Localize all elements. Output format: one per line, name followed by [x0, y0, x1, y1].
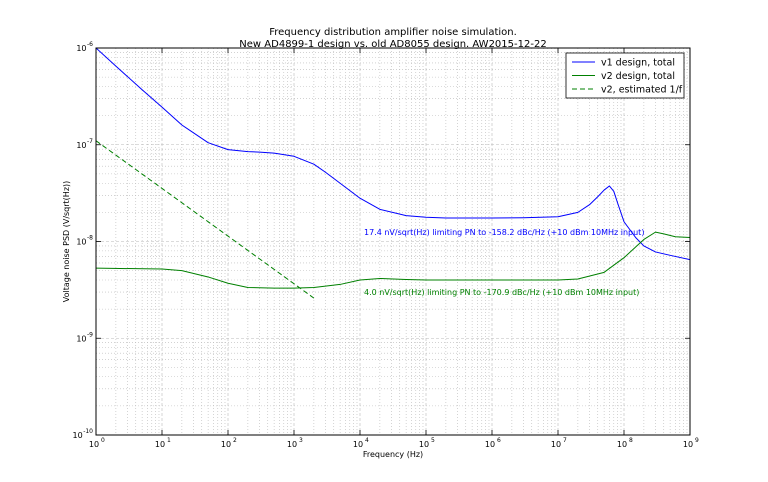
x-tick-label: 10 — [155, 440, 165, 449]
x-tick-label: 10 — [353, 440, 363, 449]
x-tick-exponent: 3 — [299, 437, 303, 444]
x-tick-label: 10 — [485, 440, 495, 449]
legend-label: v2 design, total — [601, 71, 675, 82]
x-tick-label: 10 — [683, 440, 693, 449]
series-layer — [96, 48, 690, 299]
chart-subtitle: New AD4899-1 design vs. old AD8055 desig… — [239, 39, 546, 50]
y-tick-exponent: -8 — [87, 235, 93, 242]
y-tick-label: 10 — [76, 141, 86, 150]
series-line — [96, 140, 315, 299]
y-tick-exponent: -7 — [87, 138, 93, 145]
y-tick-label: 10 — [76, 238, 86, 247]
y-tick-exponent: -6 — [87, 41, 93, 48]
annotation-text: 4.0 nV/sqrt(Hz) limiting PN to -170.9 dB… — [364, 288, 639, 297]
y-axis-label: Voltage noise PSD (V/sqrt(Hz)) — [62, 181, 71, 303]
x-axis-label: Frequency (Hz) — [363, 450, 423, 459]
legend-label: v1 design, total — [601, 58, 675, 69]
x-tick-exponent: 0 — [101, 437, 105, 444]
y-tick-label: 10 — [73, 431, 83, 440]
grid-lines — [95, 47, 691, 436]
axis-ticks: 10 0 10 1 10 2 10 3 10 4 10 5 10 6 10 7 10 8 10 9-1010-910-… — [73, 41, 700, 449]
x-tick-label: 10 — [221, 440, 231, 449]
y-tick-label: 10 — [76, 334, 86, 343]
x-tick-exponent: 6 — [497, 437, 501, 444]
y-tick-exponent: -10 — [83, 428, 93, 435]
x-tick-label: 10 — [419, 440, 429, 449]
series-line — [96, 48, 690, 261]
chart-title: Frequency distribution amplifier noise s… — [269, 27, 517, 38]
legend-label: v2, estimated 1/f — [601, 85, 683, 96]
x-tick-exponent: 5 — [431, 437, 435, 444]
x-tick-exponent: 2 — [233, 437, 237, 444]
x-tick-label: 10 — [287, 440, 297, 449]
x-tick-exponent: 4 — [365, 437, 369, 444]
x-tick-label: 10 — [89, 440, 99, 449]
annotation-text: 17.4 nV/sqrt(Hz) limiting PN to -158.2 d… — [364, 228, 644, 237]
x-tick-exponent: 1 — [167, 437, 171, 444]
y-tick-exponent: -9 — [87, 331, 93, 338]
y-tick-label: 10 — [76, 44, 86, 53]
x-tick-label: 10 — [617, 440, 627, 449]
x-tick-exponent: 8 — [629, 437, 633, 444]
series-line — [96, 231, 690, 289]
x-tick-exponent: 7 — [563, 437, 567, 444]
x-tick-label: 10 — [551, 440, 561, 449]
x-tick-exponent: 9 — [695, 437, 699, 444]
legend: v1 design, total v2 design, total v2, esti… — [565, 52, 685, 99]
annotations: 17.4 nV/sqrt(Hz) limiting PN to -158.2 d… — [364, 228, 644, 297]
